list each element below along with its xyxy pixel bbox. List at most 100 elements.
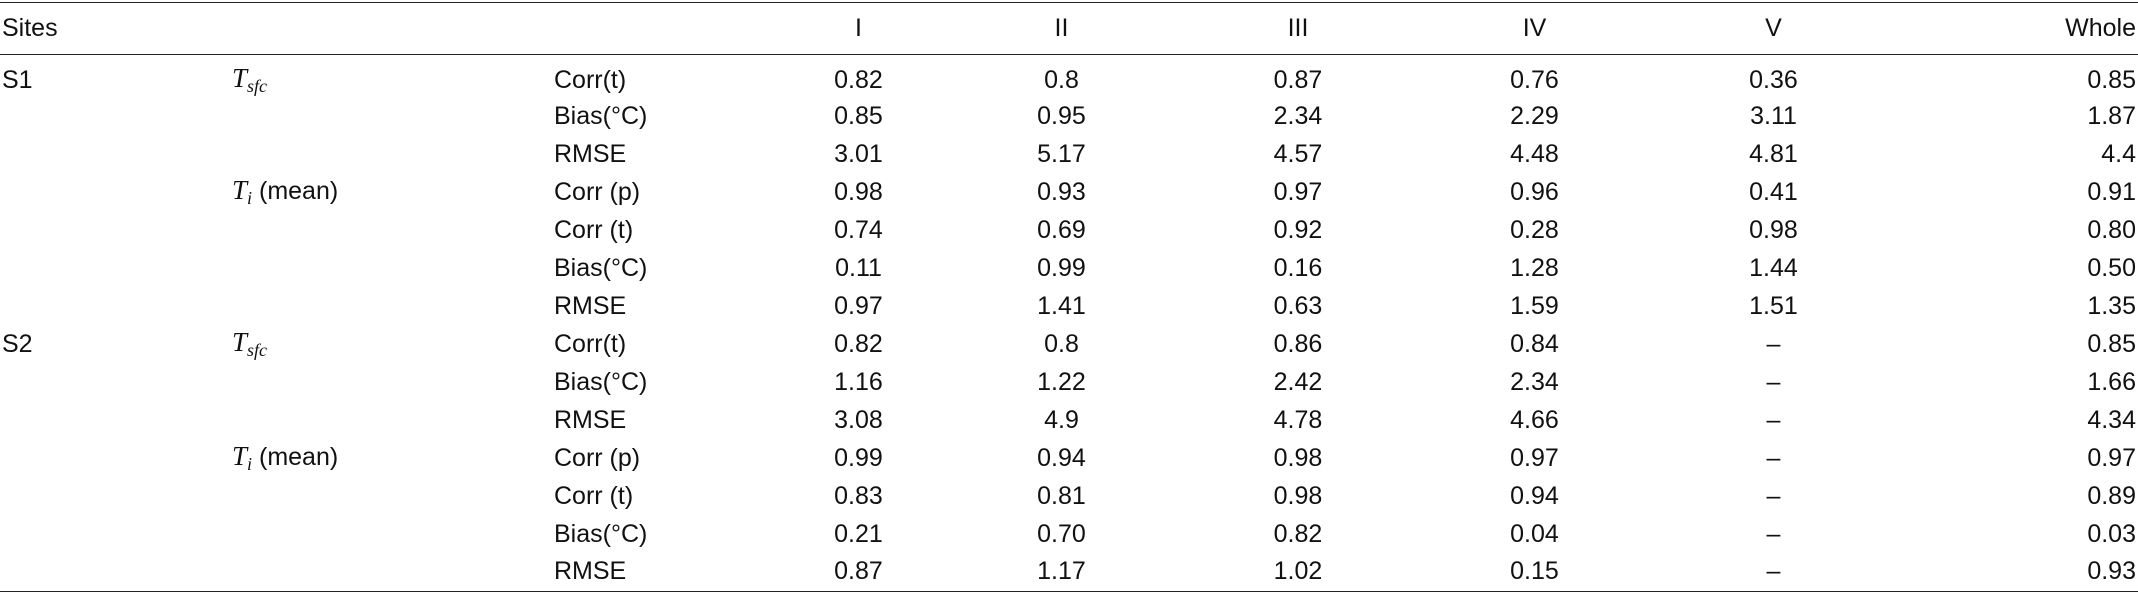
variable-cell <box>232 363 554 401</box>
value-ii: 0.95 <box>1037 101 1086 130</box>
variable-cell: Tsfc <box>232 55 554 98</box>
value-ii: 0.70 <box>1037 519 1086 548</box>
value-iii: 0.16 <box>1273 253 1323 282</box>
value-ii: 0.94 <box>1037 443 1086 472</box>
value-i: 0.87 <box>772 553 945 592</box>
value-ii: 0.8 <box>1044 65 1079 94</box>
variable-symbol: T <box>232 175 248 205</box>
value-iv: 0.84 <box>1510 329 1559 358</box>
variable-subscript: sfc <box>247 340 268 360</box>
metric-cell: Corr(t) <box>554 65 627 94</box>
value-v: 1.51 <box>1749 291 1798 320</box>
site-cell <box>0 287 232 325</box>
metric-cell: Bias(°C) <box>554 253 648 282</box>
table-row: S2 Tsfc Corr(t) 0.82 0.8 0.86 0.84–0.85 <box>0 325 2138 363</box>
variable-cell <box>232 97 554 135</box>
metric-cell: RMSE <box>554 553 772 592</box>
metric-cell: Corr (t) <box>554 215 634 244</box>
value-iv: 0.94 <box>1510 481 1559 510</box>
value-ii: 1.41 <box>1037 291 1086 320</box>
site-cell <box>0 211 232 249</box>
value-iv: 2.29 <box>1510 101 1559 130</box>
value-i: 0.82 <box>834 329 883 358</box>
value-iv: 0.97 <box>1510 443 1559 472</box>
variable-cell <box>232 249 554 287</box>
variable-cell <box>232 515 554 553</box>
variable-symbol: T <box>232 327 248 357</box>
value-v: – <box>1766 481 1781 510</box>
value-iv: 1.59 <box>1510 291 1559 320</box>
value-v: 0.41 <box>1749 177 1798 206</box>
metric-cell: RMSE <box>554 291 627 320</box>
value-whole: 0.80 <box>2087 215 2136 244</box>
value-i: 0.11 <box>835 253 882 282</box>
value-iii: 1.02 <box>1178 553 1418 592</box>
value-v: 4.81 <box>1749 139 1798 168</box>
value-iii: 0.98 <box>1273 443 1323 472</box>
header-variable <box>232 2 554 55</box>
value-whole: 0.03 <box>2087 519 2136 548</box>
table-row: RMSE 0.87 1.17 1.02 0.15–0.93 <box>0 553 2138 592</box>
value-iv: 0.04 <box>1510 519 1559 548</box>
header-sites: Sites <box>0 2 232 55</box>
value-ii: 0.8 <box>1044 329 1079 358</box>
variable-subscript: i <box>247 188 253 208</box>
metric-cell: Bias(°C) <box>554 101 648 130</box>
value-whole: 0.97 <box>2087 443 2136 472</box>
value-iii: 2.42 <box>1273 367 1323 396</box>
value-iv: 0.96 <box>1510 177 1559 206</box>
table-row: RMSE 3.01 5.17 4.57 4.48 4.81 4.4 <box>0 135 2138 173</box>
value-i: 0.85 <box>834 101 883 130</box>
value-whole: 0.91 <box>2087 177 2136 206</box>
site-cell <box>0 439 232 477</box>
header-row: Sites I II III IV V Whole <box>0 2 2138 55</box>
value-ii: 4.9 <box>1044 405 1079 434</box>
variable-subscript: sfc <box>247 76 268 96</box>
metric-cell: Corr (p) <box>554 177 641 206</box>
variable-cell <box>232 135 554 173</box>
value-iii: 0.98 <box>1273 481 1323 510</box>
value-iv: 4.66 <box>1510 405 1559 434</box>
site-cell: S1 <box>2 65 33 94</box>
variable-symbol: T <box>232 441 248 471</box>
value-ii: 0.69 <box>1037 215 1086 244</box>
metric-cell: Corr (t) <box>554 481 634 510</box>
variable-cell: Ti (mean) <box>232 439 554 477</box>
value-v: 1.44 <box>1749 253 1798 282</box>
table-row: RMSE 3.08 4.9 4.78 4.66 – 4.34 <box>0 401 2138 439</box>
value-ii: 1.17 <box>945 553 1178 592</box>
value-v: – <box>1766 367 1781 396</box>
value-i: 0.98 <box>834 177 883 206</box>
table-row: Ti (mean) Corr (p) 0.99 0.94 0.98 0.97–0.97 <box>0 439 2138 477</box>
metric-cell: RMSE <box>554 405 627 434</box>
variable-qualifier: (mean) <box>252 443 339 471</box>
value-i: 1.16 <box>834 367 883 396</box>
table-row: Ti (mean) Corr (p) 0.98 0.93 0.97 0.96 0.41 0.9… <box>0 173 2138 211</box>
value-whole: 4.4 <box>2101 139 2136 168</box>
table-body: S1 Tsfc Corr(t) 0.82 0.8 0.87 0.76 0.36 0.85 Bias… <box>0 55 2138 592</box>
value-v: – <box>1766 329 1781 358</box>
value-whole: 0.89 <box>2087 481 2136 510</box>
value-i: 0.82 <box>834 65 883 94</box>
table-row: Corr (t) 0.74 0.69 0.92 0.28 0.98 0.80 <box>0 211 2138 249</box>
variable-cell <box>232 287 554 325</box>
value-whole: 1.35 <box>2087 291 2136 320</box>
value-iii: 0.92 <box>1273 215 1323 244</box>
value-iv: 2.34 <box>1510 367 1559 396</box>
value-iv: 1.28 <box>1510 253 1559 282</box>
variable-cell: Ti (mean) <box>232 173 554 211</box>
value-v: – <box>1766 519 1781 548</box>
site-cell <box>0 477 232 515</box>
value-i: 3.08 <box>834 405 883 434</box>
value-iii: 0.97 <box>1273 177 1323 206</box>
value-whole: 1.66 <box>2087 367 2136 396</box>
metric-cell: RMSE <box>554 139 627 168</box>
value-i: 0.83 <box>834 481 883 510</box>
variable-cell: Tsfc <box>232 325 554 363</box>
value-ii: 0.93 <box>1037 177 1086 206</box>
site-cell <box>0 249 232 287</box>
metric-cell: Bias(°C) <box>554 367 648 396</box>
value-v: – <box>1766 405 1781 434</box>
table-row: Bias(°C) 1.16 1.22 2.42 2.34 – 1.66 <box>0 363 2138 401</box>
variable-cell <box>232 211 554 249</box>
